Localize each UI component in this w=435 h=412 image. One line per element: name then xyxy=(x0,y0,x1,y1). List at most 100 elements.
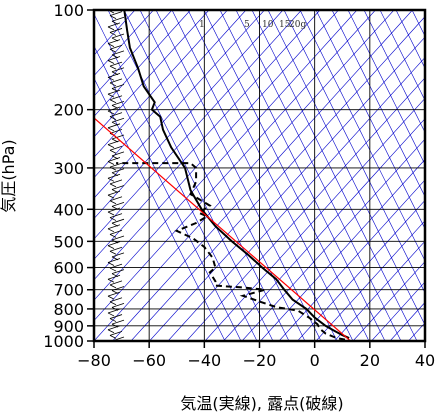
wind-barb-flag xyxy=(109,284,117,289)
mixing-ratio-line xyxy=(267,10,425,326)
wind-barb xyxy=(109,280,123,286)
isotherm-line xyxy=(130,16,425,341)
parcel-line xyxy=(94,117,351,341)
wind-barb xyxy=(109,213,123,218)
wind-barb xyxy=(109,61,123,67)
wind-barb-flag xyxy=(107,127,115,132)
wind-barb xyxy=(111,201,125,207)
mixing-ratio-line xyxy=(331,10,425,198)
isotherm-line xyxy=(204,97,425,341)
mixing-ratio-line xyxy=(235,10,402,341)
x-axis: −80 −60 −40 −20 0 20 40 xyxy=(77,341,435,370)
wind-barb xyxy=(111,269,125,275)
wind-barb xyxy=(111,50,125,56)
y-tick-label: 900 xyxy=(53,317,84,336)
wind-barb xyxy=(109,145,123,151)
mixing-ratio-line xyxy=(139,10,306,341)
mixing-ratio-line xyxy=(171,10,338,341)
y-axis-title: 気圧(hPa) xyxy=(0,139,18,212)
dewpoint-line xyxy=(116,162,346,341)
mixing-ratio-line xyxy=(283,10,425,294)
wind-barb xyxy=(109,95,123,101)
wind-barb xyxy=(111,117,125,123)
mixing-ratio-line xyxy=(411,10,425,37)
isotherm-line xyxy=(94,10,173,97)
wind-barb xyxy=(109,162,123,168)
isotherm-line xyxy=(112,10,413,341)
mixing-ratio-line xyxy=(251,10,418,341)
wind-barb xyxy=(111,235,125,241)
wind-barb xyxy=(111,319,125,325)
wind-barb xyxy=(111,33,125,39)
isotherm-line xyxy=(149,36,425,341)
wind-barb xyxy=(109,179,123,185)
wind-barb-flag xyxy=(109,301,117,306)
wind-barb xyxy=(111,252,125,258)
wind-barb-flag xyxy=(109,65,117,70)
isotherm-line xyxy=(94,10,339,281)
wind-barb xyxy=(111,168,125,174)
x-tick-label: 40 xyxy=(415,351,435,370)
mixing-ratio-line xyxy=(315,10,425,230)
wind-barb xyxy=(109,230,123,235)
wind-barb xyxy=(107,173,121,179)
wind-barb xyxy=(109,44,123,50)
x-tick-label: 0 xyxy=(310,351,320,370)
isotherm-line xyxy=(427,10,435,341)
wind-barb xyxy=(109,196,123,202)
wind-barb-flag xyxy=(109,318,117,322)
mixing-ratio-line xyxy=(203,10,370,341)
mixing-ratio-line xyxy=(123,10,290,341)
isotherm-line xyxy=(223,118,425,341)
y-tick-label: 200 xyxy=(53,101,84,120)
wind-barb-flag xyxy=(107,144,115,149)
wind-barb-flag xyxy=(109,335,117,339)
isotherm-line xyxy=(241,138,425,341)
mixing-ratio-line xyxy=(187,10,354,341)
wind-barb-flag xyxy=(109,32,117,36)
x-tick-label: −60 xyxy=(132,351,166,370)
x-tick-label: −40 xyxy=(187,351,221,370)
wind-barb xyxy=(111,151,125,157)
wind-barb xyxy=(107,274,121,280)
wind-barb-flag xyxy=(107,228,115,233)
mixing-ratio-label: 10 xyxy=(262,20,274,30)
wind-barb-flag xyxy=(109,149,117,154)
wind-barb xyxy=(109,28,123,33)
wind-barb xyxy=(107,190,121,196)
wind-barb xyxy=(109,78,123,84)
x-axis-title: 気温(実線), 露点(破線) xyxy=(180,394,343,412)
data-series xyxy=(94,10,351,341)
isotherm-line xyxy=(94,10,284,219)
wind-barb xyxy=(111,67,125,73)
wind-barb xyxy=(107,140,121,146)
wind-barb xyxy=(107,72,121,78)
wind-barb xyxy=(111,286,125,291)
wind-barb-flag xyxy=(109,183,117,188)
wind-barb xyxy=(111,84,125,89)
wind-barb-flag xyxy=(109,200,117,205)
wind-barb xyxy=(109,129,123,134)
mixing-ratio-label: 5 xyxy=(244,20,250,30)
isotherm-line xyxy=(94,10,210,138)
wind-barb xyxy=(107,22,121,28)
wind-barb-flag xyxy=(109,116,117,120)
wind-barb xyxy=(111,218,125,224)
isotherm-line xyxy=(94,10,376,322)
wind-barb-flag xyxy=(109,234,117,238)
mixing-ratio-label: 15 xyxy=(279,20,291,30)
wind-barb xyxy=(107,241,121,247)
wind-barb-flag xyxy=(109,250,117,255)
wind-barb xyxy=(107,308,121,314)
wind-barb xyxy=(109,297,123,303)
wind-barb xyxy=(107,89,121,95)
wind-barb xyxy=(109,331,123,336)
y-tick-label: 300 xyxy=(53,159,84,178)
x-tick-label: −80 xyxy=(77,351,111,370)
wind-barb xyxy=(109,246,123,252)
wind-barb xyxy=(111,100,125,106)
wind-barb-flag xyxy=(107,262,115,266)
x-tick-label: −20 xyxy=(243,351,277,370)
wind-barb-flag xyxy=(109,166,117,171)
